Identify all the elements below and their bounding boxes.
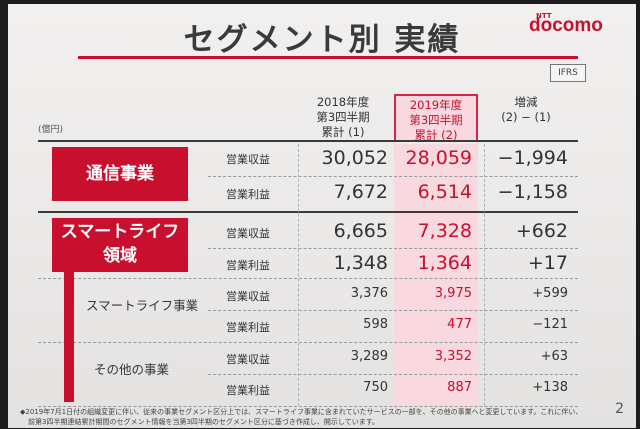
header-2019: 2019年度 第3四半期 累計 (2) (394, 94, 478, 142)
value-2019: 3,352 (434, 349, 472, 364)
segment-other-business: その他の事業 (94, 362, 170, 377)
header-2019-line2: 第3四半期 (409, 113, 463, 127)
column-divider (484, 144, 485, 406)
value-2018: 3,289 (350, 349, 388, 364)
header-2018-line2: 第3四半期 (316, 110, 370, 124)
header-2019-line1: 2019年度 (409, 98, 463, 112)
header-2018-line3: 累計 (1) (321, 125, 365, 139)
value-diff: −1,994 (497, 147, 568, 169)
title-underline (78, 56, 578, 59)
logo-ntt: NTT (536, 12, 552, 20)
value-2018: 1,348 (333, 252, 388, 274)
header-2018: 2018年度 第3四半期 累計 (1) (298, 95, 388, 140)
unit-label: (億円) (38, 125, 64, 135)
page-title: セグメント別 実績 (183, 22, 461, 58)
segment-smartlife-business: スマートライフ事業 (86, 298, 199, 313)
segment-smartlife: スマートライフ 領域 (52, 218, 188, 272)
footnote-line1: ◆2019年7月1日付の組織変更に伴い、従来の事業セグメント区分上では、スマート… (20, 408, 583, 416)
value-2018: 598 (363, 317, 388, 332)
value-2018: 3,376 (350, 286, 388, 301)
value-diff: −1,158 (497, 181, 568, 203)
header-rule (38, 140, 578, 142)
slide: セグメント別 実績 NTT docomo IFRS (億円) 2018年度 第3… (8, 4, 636, 428)
row-divider (38, 342, 578, 343)
header-diff-line1: 増減 (514, 95, 538, 109)
metric-label: 営業収益 (226, 353, 270, 366)
row-divider (208, 310, 578, 311)
metric-label: 営業利益 (226, 384, 270, 397)
value-diff: +599 (532, 286, 568, 301)
header-diff: 増減 (2) − (1) (486, 95, 566, 125)
row-divider (38, 406, 578, 407)
row-divider (208, 248, 578, 249)
metric-label: 営業収益 (226, 153, 270, 166)
footnote-line2: 前第3四半期連結累計期間のセグメント情報を当第3四半期のセグメント区分に基づき作… (28, 418, 379, 426)
segment-smartlife-line1: スマートライフ (60, 222, 180, 242)
value-diff: +138 (532, 380, 568, 395)
value-diff: +17 (527, 252, 568, 274)
value-2018: 7,672 (333, 181, 388, 203)
value-2019: 7,328 (417, 220, 472, 242)
value-2019: 28,059 (405, 147, 472, 169)
header-2019-line3: 累計 (2) (414, 128, 458, 142)
value-2019: 477 (447, 317, 472, 332)
segment-smartlife-bracket (64, 270, 74, 402)
value-diff: +63 (540, 349, 568, 364)
highlight-column (394, 144, 478, 408)
metric-label: 営業収益 (226, 290, 270, 303)
metric-label: 営業利益 (226, 321, 270, 334)
metric-label: 営業利益 (226, 259, 270, 272)
value-2019: 3,975 (434, 286, 472, 301)
value-2018: 750 (363, 380, 388, 395)
value-2019: 6,514 (417, 181, 472, 203)
ifrs-badge: IFRS (550, 64, 586, 82)
column-divider (298, 144, 299, 406)
segment-smartlife-line2: 領域 (103, 246, 137, 266)
value-2018: 30,052 (321, 147, 388, 169)
value-diff: +662 (515, 220, 568, 242)
value-2018: 6,665 (333, 220, 388, 242)
row-divider (208, 176, 578, 177)
header-2018-line1: 2018年度 (316, 95, 370, 109)
value-diff: −121 (532, 317, 568, 332)
metric-label: 営業収益 (226, 227, 270, 240)
metric-label: 営業利益 (226, 188, 270, 201)
value-2019: 887 (447, 380, 472, 395)
segment-telecom: 通信事業 (52, 147, 188, 201)
page-number: 2 (615, 401, 624, 417)
header-diff-line2: (2) − (1) (501, 110, 551, 124)
value-2019: 1,364 (417, 252, 472, 274)
row-divider (38, 278, 578, 279)
docomo-logo: docomo (529, 15, 603, 36)
row-divider (208, 374, 578, 375)
section-rule (38, 211, 578, 213)
